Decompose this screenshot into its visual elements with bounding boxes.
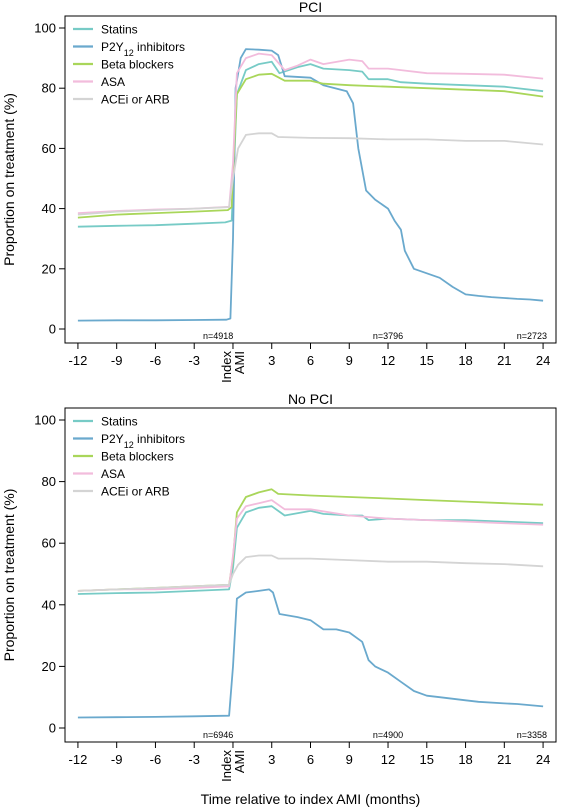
- x-tick-label: 18: [458, 353, 472, 368]
- y-tick-label: 20: [42, 261, 56, 276]
- series-line: [77, 499, 544, 592]
- x-tick-label: 24: [536, 353, 550, 368]
- x-tick-label: 6: [307, 752, 314, 767]
- x-tick-label: 3: [268, 752, 275, 767]
- y-tick-label: 100: [34, 21, 56, 36]
- x-tick-label: -12: [69, 752, 88, 767]
- legend-label: ASA: [101, 467, 125, 481]
- sample-size-label: n=6946: [203, 730, 233, 740]
- legend-label: Statins: [101, 23, 138, 37]
- y-tick-label: 40: [42, 201, 56, 216]
- x-tick-label-ami: AMI: [232, 351, 247, 374]
- sample-size-label: n=3796: [373, 331, 403, 341]
- x-tick-label: 9: [346, 752, 353, 767]
- series-line: [77, 505, 544, 595]
- series-line: [77, 488, 544, 592]
- series-line: [77, 554, 544, 592]
- sample-size-label: n=2723: [517, 331, 547, 341]
- x-tick-label: 21: [497, 353, 511, 368]
- sample-size-label: n=4900: [373, 730, 403, 740]
- x-tick-label: 3: [268, 353, 275, 368]
- x-tick-label: -6: [150, 353, 162, 368]
- x-tick-label: -3: [188, 752, 200, 767]
- y-tick-label: 100: [34, 413, 56, 428]
- y-tick-label: 0: [49, 721, 56, 736]
- series-line: [77, 72, 544, 219]
- series-line: [77, 48, 544, 322]
- y-tick-label: 60: [42, 536, 56, 551]
- chart-title: PCI: [299, 0, 322, 15]
- legend-label: ACEi or ARB: [101, 485, 170, 499]
- x-tick-label-ami: AMI: [232, 750, 247, 773]
- x-tick-label: -9: [111, 752, 123, 767]
- legend-label: Beta blockers: [101, 450, 174, 464]
- x-tick-label: 24: [536, 752, 550, 767]
- series-line: [77, 60, 544, 228]
- x-tick-label-index: Index: [219, 351, 234, 383]
- legend-label: ACEi or ARB: [101, 93, 170, 107]
- x-tick-label: 12: [381, 752, 395, 767]
- sample-size-label: n=4918: [203, 331, 233, 341]
- legend-label: P2Y12 inhibitors: [101, 432, 185, 450]
- x-tick-label: 15: [420, 752, 434, 767]
- series-line: [77, 132, 544, 216]
- x-axis-label: Time relative to index AMI (months): [201, 791, 421, 807]
- panel-pci: PCI 0 20 40 60 80 100 Proportion on treatment (…: [1, 0, 557, 383]
- x-tick-label: 18: [458, 752, 472, 767]
- x-tick-label: 15: [420, 353, 434, 368]
- legend-label: Statins: [101, 415, 138, 429]
- legend-label: ASA: [101, 75, 125, 89]
- series-line: [77, 588, 544, 719]
- x-tick-label: 9: [346, 353, 353, 368]
- sample-size-label: n=3358: [517, 730, 547, 740]
- x-tick-label: 12: [381, 353, 395, 368]
- x-tick-label: -12: [69, 353, 88, 368]
- panel-no-pci: No PCI 0 20 40 60 80 100 Proportion on treatmen…: [1, 391, 557, 807]
- x-tick-label: -3: [188, 353, 200, 368]
- y-tick-label: 20: [42, 659, 56, 674]
- legend-label: P2Y12 inhibitors: [101, 40, 185, 58]
- chart-title: No PCI: [288, 391, 333, 407]
- x-tick-label: -6: [150, 752, 162, 767]
- y-tick-label: 40: [42, 597, 56, 612]
- x-tick-label: 21: [497, 752, 511, 767]
- y-tick-label: 80: [42, 81, 56, 96]
- x-tick-label: -9: [111, 353, 123, 368]
- x-tick-label-index: Index: [219, 750, 234, 782]
- y-tick-label: 60: [42, 141, 56, 156]
- y-axis-label: Proportion on treatment (%): [1, 489, 17, 662]
- y-axis-label: Proportion on treatment (%): [1, 93, 17, 266]
- x-tick-label: 6: [307, 353, 314, 368]
- y-tick-label: 80: [42, 474, 56, 489]
- y-tick-label: 0: [49, 322, 56, 337]
- legend-label: Beta blockers: [101, 58, 174, 72]
